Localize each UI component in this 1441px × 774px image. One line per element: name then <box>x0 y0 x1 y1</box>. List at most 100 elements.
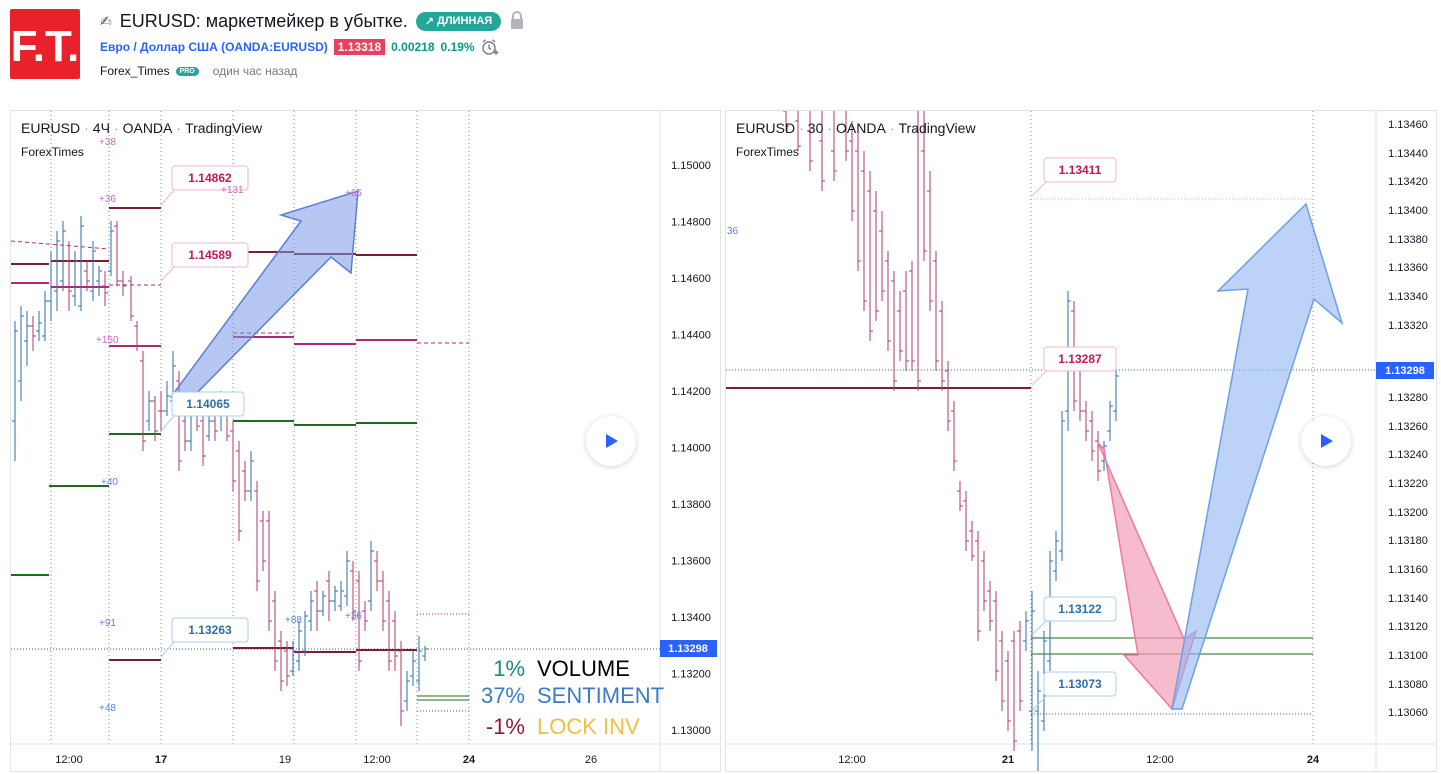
svg-text:1.13411: 1.13411 <box>1059 163 1102 177</box>
svg-text:1.13073: 1.13073 <box>1058 677 1102 691</box>
svg-text:+150: +150 <box>96 335 119 346</box>
idea-title: EURUSD: маркетмейкер в убытке. <box>119 10 408 31</box>
left-play-button[interactable] <box>586 416 636 466</box>
left-price-tick: 1.13200 <box>671 669 711 681</box>
svg-text:+65: +65 <box>345 188 362 199</box>
right-price-tick: 1.13260 <box>1388 421 1428 433</box>
right-current-price-badge: 1.13298 <box>1376 362 1434 379</box>
author-name[interactable]: Forex_Times <box>100 64 170 78</box>
svg-text:1.14862: 1.14862 <box>188 171 232 185</box>
right-play-button[interactable] <box>1301 416 1351 466</box>
right-price-tick: 1.13400 <box>1388 205 1428 217</box>
left-price-tick: 1.14200 <box>671 386 711 398</box>
svg-text:12:00: 12:00 <box>55 754 83 766</box>
right-price-tick: 1.13320 <box>1388 320 1428 332</box>
right-price-tick: 1.13140 <box>1388 593 1428 605</box>
change-abs: 0.00218 <box>391 40 435 54</box>
stat-volume: 1% VOLUME <box>463 656 630 682</box>
left-chart-canvas[interactable]: 1.14862 1.14589 1.14065 1.13263 <box>11 111 721 772</box>
author-row: Forex_Times PRO один час назад <box>100 63 297 79</box>
left-forecast-arrow <box>169 189 359 409</box>
stat-sentiment: 37% SENTIMENT <box>463 683 664 709</box>
right-price-tick: 1.13160 <box>1388 564 1428 576</box>
right-price-axis: 1.13460 1.13440 1.13420 1.13400 1.13380 1.133… <box>1388 119 1428 719</box>
right-price-tick: 1.13080 <box>1388 679 1428 691</box>
change-pct: 0.19% <box>440 40 475 54</box>
svg-text:12:00: 12:00 <box>1146 754 1174 766</box>
callout-1.13122: 1.13122 <box>1031 596 1117 636</box>
callout-1.13263: 1.13263 <box>160 617 249 658</box>
left-price-tick: 1.13400 <box>671 612 711 624</box>
stat-volume-label: VOLUME <box>537 656 630 681</box>
lock-icon <box>511 11 524 29</box>
left-chart-legend: EURUSD · 4Ч · OANDA · TradingView <box>21 120 263 136</box>
svg-text:12:00: 12:00 <box>838 754 866 766</box>
right-small-number: 36 <box>727 226 739 237</box>
left-price-tick: 1.14000 <box>671 443 711 455</box>
right-price-tick: 1.13220 <box>1388 478 1428 490</box>
right-price-tick: 1.13200 <box>1388 507 1428 519</box>
price-badge: 1.13318 <box>333 39 386 55</box>
svg-text:1.14065: 1.14065 <box>186 397 230 411</box>
stat-lock-label: LOCK INV <box>537 714 640 739</box>
callout-1.14589: 1.14589 <box>160 242 249 282</box>
svg-text:24: 24 <box>463 754 476 766</box>
svg-text:12:00: 12:00 <box>363 754 391 766</box>
svg-text:1.13298: 1.13298 <box>668 643 708 655</box>
callout-1.14065: 1.14065 <box>160 391 245 432</box>
right-price-tick: 1.13280 <box>1388 392 1428 404</box>
svg-text:17: 17 <box>155 754 167 766</box>
left-small-numbers: +38 +36 +131 +65 +150 +40 +91 +88 +36 +4… <box>96 137 362 714</box>
callout-1.13287: 1.13287 <box>1031 346 1117 386</box>
left-chart-panel[interactable]: 1.14862 1.14589 1.14065 1.13263 <box>10 110 721 772</box>
svg-text:1.14589: 1.14589 <box>188 248 232 262</box>
right-price-tick: 1.13440 <box>1388 148 1428 160</box>
left-chart-indicator-name: ForexTimes <box>21 145 84 159</box>
arrow-up-right-icon: ↗ <box>424 15 434 28</box>
alarm-clock-plus-icon[interactable] <box>481 38 499 56</box>
svg-text:+40: +40 <box>101 477 118 488</box>
stat-sentiment-value: 37% <box>480 683 525 708</box>
left-price-tick: 1.14800 <box>671 217 711 229</box>
direction-badge: ↗ ДЛИННАЯ <box>415 11 502 31</box>
right-price-tick: 1.13060 <box>1388 707 1428 719</box>
direction-label: ДЛИННАЯ <box>436 15 493 27</box>
left-price-tick: 1.15000 <box>671 160 711 172</box>
left-price-tick: 1.14400 <box>671 330 711 342</box>
play-icon <box>1321 434 1333 448</box>
right-chart-panel[interactable]: 1.13411 1.13287 1.13122 1.13073 <box>725 110 1437 772</box>
right-price-tick: 1.13460 <box>1388 119 1428 131</box>
callout-1.14862: 1.14862 <box>160 165 249 206</box>
right-callouts: 1.13411 1.13287 1.13122 1.13073 <box>1031 157 1117 712</box>
stat-lock-value: -1% <box>485 714 525 739</box>
svg-text:19: 19 <box>279 754 291 766</box>
svg-text:+38: +38 <box>99 137 116 148</box>
right-chart-canvas[interactable]: 1.13411 1.13287 1.13122 1.13073 <box>726 111 1437 772</box>
symbol-link[interactable]: Евро / Доллар США (OANDA:EURUSD) <box>100 40 328 54</box>
svg-text:+48: +48 <box>99 703 116 714</box>
svg-text:26: 26 <box>585 754 597 766</box>
right-price-tick: 1.13420 <box>1388 176 1428 188</box>
right-price-tick: 1.13360 <box>1388 262 1428 274</box>
callout-1.13073: 1.13073 <box>1031 671 1117 712</box>
left-price-tick: 1.13800 <box>671 499 711 511</box>
left-price-axis: 1.15000 1.14800 1.14600 1.14400 1.14200 1.140… <box>671 160 711 737</box>
svg-text:+36: +36 <box>99 194 116 205</box>
svg-text:21: 21 <box>1002 754 1014 766</box>
svg-text:1.13287: 1.13287 <box>1058 352 1102 366</box>
author-logo[interactable]: F.T. <box>10 9 80 79</box>
stat-lock-inv: -1% LOCK INV <box>463 714 640 740</box>
stat-volume-value: 1% <box>493 656 525 681</box>
right-price-tick: 1.13180 <box>1388 535 1428 547</box>
right-chart-indicator-name: ForexTimes <box>736 145 799 159</box>
right-price-tick: 1.13120 <box>1388 621 1428 633</box>
right-forecast-arrow-up <box>1171 202 1344 710</box>
publish-time: один час назад <box>212 64 298 78</box>
symbol-row: Евро / Доллар США (OANDA:EURUSD) 1.13318… <box>100 38 499 56</box>
title-row: ✍ EURUSD: маркетмейкер в убытке. ↗ ДЛИНН… <box>100 10 525 32</box>
pro-badge: PRO <box>175 66 199 76</box>
svg-text:1.13263: 1.13263 <box>188 623 232 637</box>
right-price-tick: 1.13340 <box>1388 291 1428 303</box>
left-current-price-badge: 1.13298 <box>660 640 717 657</box>
